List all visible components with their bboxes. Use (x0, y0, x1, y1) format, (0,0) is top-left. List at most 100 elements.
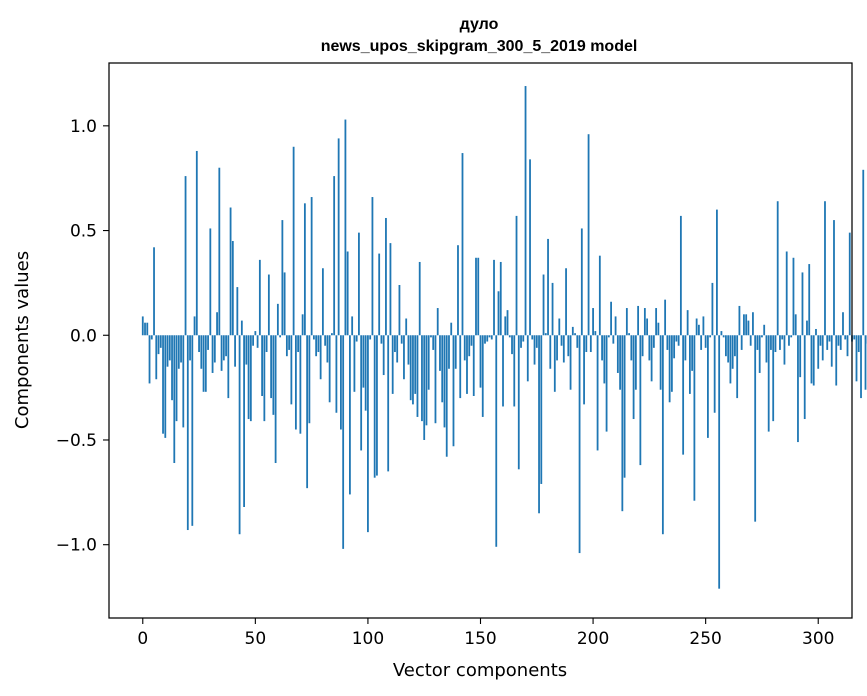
bar-311 (842, 312, 844, 336)
bar-112 (394, 335, 396, 353)
bar-201 (594, 331, 597, 336)
bar-212 (619, 335, 621, 390)
bar-194 (578, 335, 581, 554)
bar-79 (319, 335, 322, 380)
bar-44 (240, 320, 243, 336)
bar-261 (729, 335, 732, 384)
bar-81 (324, 335, 327, 346)
bar-91 (346, 251, 349, 336)
bar-319 (860, 335, 862, 399)
bar-197 (585, 335, 588, 353)
bar-73 (306, 335, 309, 489)
bar-49 (252, 335, 254, 346)
bar-303 (824, 201, 826, 336)
bar-108 (385, 217, 387, 336)
bar-264 (736, 335, 739, 399)
bar-298 (812, 335, 815, 386)
bar-289 (792, 257, 795, 336)
bar-278 (767, 335, 770, 432)
bar-292 (799, 335, 802, 378)
bar-245 (693, 335, 696, 501)
bar-110 (389, 243, 392, 336)
bar-301 (819, 335, 822, 346)
bar-142 (461, 153, 464, 336)
bar-18 (182, 335, 185, 428)
bar-77 (315, 335, 318, 357)
y-tick-label: 0.0 (70, 326, 97, 346)
bar-26 (200, 335, 203, 369)
bar-308 (835, 335, 838, 386)
bar-113 (396, 335, 399, 363)
bar-313 (846, 335, 849, 357)
bar-218 (632, 335, 635, 420)
bar-258 (722, 335, 725, 338)
bar-158 (497, 291, 500, 336)
bar-240 (682, 335, 685, 455)
x-tick-label: 50 (245, 629, 267, 649)
bar-297 (810, 335, 813, 384)
bar-100 (367, 335, 369, 533)
bar-16 (177, 335, 180, 369)
bar-267 (743, 314, 745, 336)
bar-41 (234, 335, 236, 367)
bar-121 (414, 335, 417, 394)
bar-63 (283, 272, 286, 336)
bar-109 (387, 335, 390, 472)
bar-62 (281, 220, 284, 336)
bar-0 (141, 316, 144, 336)
bar-190 (569, 335, 572, 390)
bar-296 (808, 264, 811, 336)
bar-21 (189, 335, 191, 361)
bar-38 (227, 335, 230, 399)
bar-275 (761, 335, 763, 338)
bar-107 (382, 335, 385, 376)
bar-260 (727, 335, 730, 363)
bar-111 (391, 335, 394, 394)
bar-14 (173, 335, 176, 464)
bar-9 (162, 335, 164, 434)
bar-22 (191, 335, 194, 526)
bar-318 (857, 335, 860, 353)
bar-287 (788, 335, 790, 346)
bar-147 (472, 335, 475, 396)
bar-262 (731, 335, 734, 369)
bar-23 (193, 316, 196, 336)
bar-46 (245, 335, 248, 365)
bar-290 (794, 314, 797, 336)
bar-95 (355, 335, 358, 342)
bar-17 (180, 335, 182, 363)
bar-155 (490, 335, 493, 340)
bar-225 (648, 335, 651, 361)
bar-67 (292, 146, 295, 336)
bar-232 (664, 299, 667, 336)
bar-257 (720, 331, 723, 336)
bar-207 (607, 335, 610, 338)
bar-223 (643, 308, 646, 336)
bar-34 (218, 167, 221, 336)
bar-143 (463, 335, 466, 361)
bar-304 (826, 335, 829, 350)
bar-167 (517, 335, 520, 470)
bar-321 (864, 335, 867, 390)
bar-305 (828, 335, 831, 342)
bar-161 (504, 316, 507, 336)
bar-202 (596, 335, 599, 451)
bar-300 (817, 335, 820, 369)
bar-125 (423, 335, 426, 440)
bar-268 (745, 314, 748, 336)
bar-71 (301, 314, 304, 336)
bar-182 (551, 282, 554, 336)
bar-140 (457, 245, 459, 336)
bar-45 (243, 335, 245, 507)
bar-219 (634, 335, 637, 390)
bar-217 (630, 335, 633, 361)
bar-15 (175, 335, 178, 422)
bar-19 (184, 176, 187, 336)
bar-206 (605, 335, 608, 432)
bar-60 (276, 303, 279, 336)
bar-285 (783, 335, 786, 365)
bar-247 (698, 324, 700, 336)
bar-89 (342, 335, 345, 549)
bar-129 (432, 335, 435, 350)
bar-54 (263, 335, 266, 422)
